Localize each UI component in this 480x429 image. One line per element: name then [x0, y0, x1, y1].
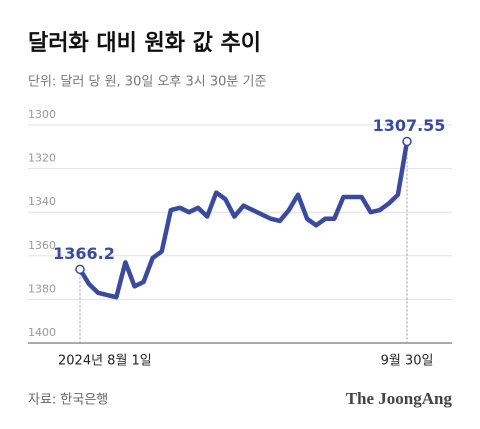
chart-subtitle: 단위: 달러 당 원, 30일 오후 3시 30분 기준 [28, 75, 266, 90]
x-tick-label: 9월 30일 [381, 354, 434, 369]
source: 자료: 한국은행 [28, 392, 108, 408]
y-tick-label: 1320 [28, 152, 56, 165]
y-tick-label: 1340 [28, 195, 56, 208]
line [77, 139, 410, 300]
marker [402, 136, 412, 147]
brand: The JoongAng [346, 389, 453, 408]
y-tick-label: 1300 [28, 108, 56, 121]
y-tick-label: 1380 [28, 282, 56, 295]
y-tick-label: 1360 [28, 239, 56, 252]
value-label: 1366.2 [53, 244, 115, 263]
x-tick-label: 2024년 8월 1일 [58, 354, 152, 369]
chart-title: 달러화 대비 원화 값 추이 [28, 31, 261, 56]
value-label: 1307.55 [373, 116, 446, 135]
marker [75, 264, 85, 275]
y-tick-label: 1400 [28, 326, 56, 339]
